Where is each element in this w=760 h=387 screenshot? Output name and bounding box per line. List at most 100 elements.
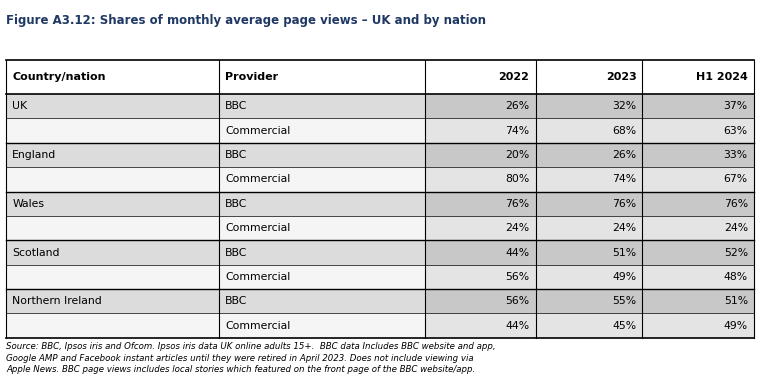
Text: 20%: 20% xyxy=(505,150,530,160)
Bar xyxy=(6,94,219,118)
Text: Commercial: Commercial xyxy=(225,126,290,135)
Text: Figure A3.12: Shares of monthly average page views – UK and by nation: Figure A3.12: Shares of monthly average … xyxy=(6,14,486,27)
Text: Source: BBC, Ipsos iris and Ofcom. Ipsos iris data UK online adults 15+.  BBC da: Source: BBC, Ipsos iris and Ofcom. Ipsos… xyxy=(6,342,496,374)
Bar xyxy=(642,94,754,118)
Text: Commercial: Commercial xyxy=(225,223,290,233)
Bar xyxy=(642,240,754,265)
Text: 55%: 55% xyxy=(613,296,636,306)
Bar xyxy=(6,313,219,338)
Bar xyxy=(219,240,425,265)
Bar xyxy=(219,118,425,143)
Text: Commercial: Commercial xyxy=(225,175,290,184)
Bar xyxy=(219,143,425,167)
Bar xyxy=(536,94,642,118)
Text: H1 2024: H1 2024 xyxy=(696,72,748,82)
Text: 24%: 24% xyxy=(505,223,530,233)
Text: 24%: 24% xyxy=(724,223,748,233)
Bar xyxy=(219,94,425,118)
Text: 37%: 37% xyxy=(724,101,748,111)
Bar xyxy=(642,265,754,289)
Text: BBC: BBC xyxy=(225,296,248,306)
Bar xyxy=(425,265,536,289)
Text: 48%: 48% xyxy=(724,272,748,282)
Text: Country/nation: Country/nation xyxy=(12,72,106,82)
Text: 63%: 63% xyxy=(724,126,748,135)
Bar xyxy=(642,192,754,216)
Bar xyxy=(6,60,219,94)
Bar xyxy=(6,118,219,143)
Bar xyxy=(219,167,425,192)
Bar xyxy=(6,240,219,265)
Bar xyxy=(536,289,642,313)
Text: Provider: Provider xyxy=(225,72,278,82)
Text: BBC: BBC xyxy=(225,150,248,160)
Text: BBC: BBC xyxy=(225,199,248,209)
Text: 51%: 51% xyxy=(724,296,748,306)
Bar xyxy=(6,143,219,167)
Text: 44%: 44% xyxy=(505,248,530,257)
Text: 80%: 80% xyxy=(505,175,530,184)
Text: 26%: 26% xyxy=(505,101,530,111)
Bar xyxy=(425,216,536,240)
Bar xyxy=(219,265,425,289)
Text: 33%: 33% xyxy=(724,150,748,160)
Text: 74%: 74% xyxy=(505,126,530,135)
Bar xyxy=(425,143,536,167)
Bar xyxy=(6,192,219,216)
Bar xyxy=(6,289,219,313)
Bar xyxy=(425,240,536,265)
Bar xyxy=(536,313,642,338)
Text: 56%: 56% xyxy=(505,296,530,306)
Text: 44%: 44% xyxy=(505,321,530,330)
Bar xyxy=(536,216,642,240)
Text: 24%: 24% xyxy=(613,223,636,233)
Text: 26%: 26% xyxy=(613,150,636,160)
Text: 56%: 56% xyxy=(505,272,530,282)
Text: 51%: 51% xyxy=(613,248,636,257)
Bar xyxy=(425,94,536,118)
Bar xyxy=(425,167,536,192)
Text: England: England xyxy=(12,150,56,160)
Bar xyxy=(425,118,536,143)
Text: UK: UK xyxy=(12,101,27,111)
Bar xyxy=(642,60,754,94)
Bar xyxy=(642,216,754,240)
Bar xyxy=(425,192,536,216)
Bar xyxy=(536,118,642,143)
Text: 49%: 49% xyxy=(613,272,636,282)
Text: 74%: 74% xyxy=(613,175,636,184)
Bar xyxy=(536,60,642,94)
Bar xyxy=(6,216,219,240)
Text: Scotland: Scotland xyxy=(12,248,59,257)
Text: 45%: 45% xyxy=(613,321,636,330)
Bar xyxy=(219,313,425,338)
Bar xyxy=(6,167,219,192)
Bar xyxy=(536,265,642,289)
Text: Wales: Wales xyxy=(12,199,44,209)
Bar xyxy=(536,143,642,167)
Bar xyxy=(219,216,425,240)
Bar xyxy=(425,289,536,313)
Bar xyxy=(219,289,425,313)
Bar xyxy=(642,313,754,338)
Text: 76%: 76% xyxy=(505,199,530,209)
Bar xyxy=(536,192,642,216)
Bar xyxy=(642,143,754,167)
Text: 68%: 68% xyxy=(613,126,636,135)
Text: 67%: 67% xyxy=(724,175,748,184)
Text: 32%: 32% xyxy=(613,101,636,111)
Bar xyxy=(642,118,754,143)
Bar xyxy=(425,313,536,338)
Text: Commercial: Commercial xyxy=(225,272,290,282)
Bar xyxy=(219,192,425,216)
Text: 2022: 2022 xyxy=(499,72,530,82)
Text: 76%: 76% xyxy=(724,199,748,209)
Bar xyxy=(536,167,642,192)
Bar xyxy=(6,265,219,289)
Bar xyxy=(642,289,754,313)
Bar xyxy=(219,60,425,94)
Text: Commercial: Commercial xyxy=(225,321,290,330)
Bar xyxy=(642,167,754,192)
Bar xyxy=(536,240,642,265)
Text: 49%: 49% xyxy=(724,321,748,330)
